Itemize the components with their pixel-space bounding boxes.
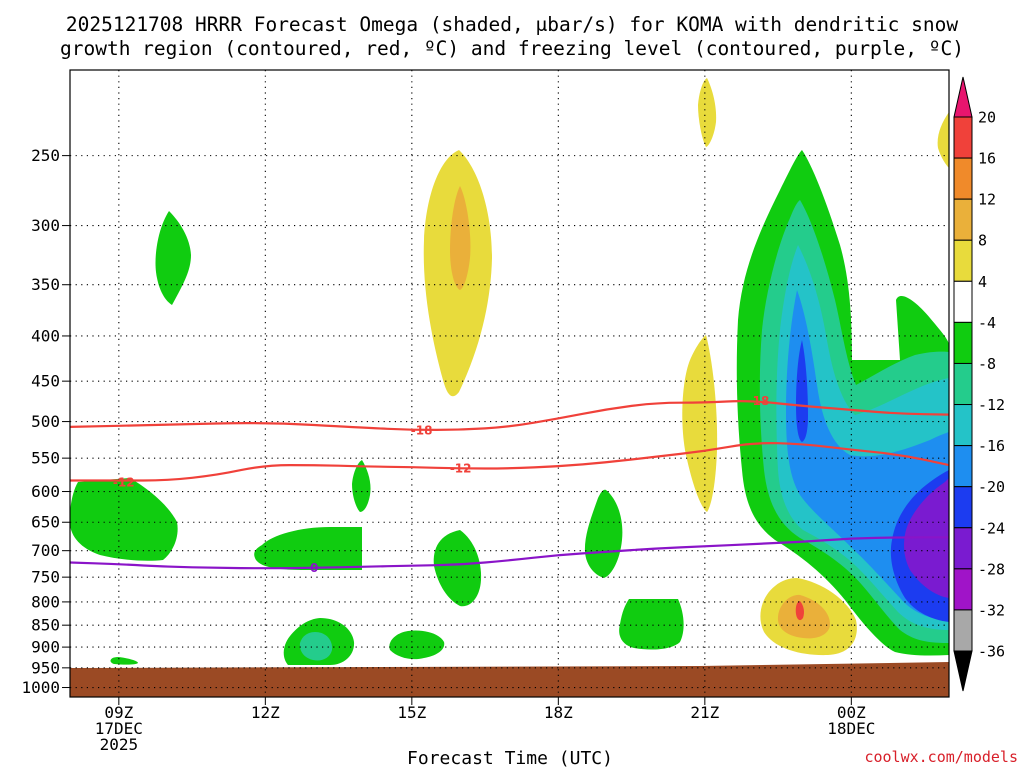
omega-area-yellow-top-21z	[698, 78, 717, 147]
omega-area-green-10z	[155, 211, 191, 305]
contour-label-dgz-minus12-0: -12	[113, 475, 135, 489]
y-axis-ticks: 250 300 350 400 450 500 550 600 650 700 750 800 850 9…	[21, 146, 70, 697]
colorbar-swatch-7	[953, 362, 973, 406]
y-tick-label-900: 900	[31, 638, 60, 657]
contour-lines: -18 -18 -12 -12 0	[70, 394, 949, 575]
colorbar-bottom-triangle	[953, 650, 973, 692]
y-tick-label-500: 500	[31, 412, 60, 431]
omega-area-green-20z	[619, 599, 684, 650]
omega-area-yellow-0130z	[937, 112, 949, 168]
colorbar-label-7: -12	[978, 396, 1005, 414]
colorbar-top-triangle	[953, 76, 973, 118]
y-tick-label-600: 600	[31, 482, 60, 501]
contour-label-dgz-minus18-0: -18	[411, 423, 433, 437]
ground-fill	[70, 662, 949, 697]
colorbar-swatch-11	[953, 527, 973, 570]
contour-dgz-minus18	[70, 400, 949, 432]
y-tick-label-800: 800	[31, 592, 60, 611]
x-tick-label-17DEC: 17DEC	[95, 719, 143, 738]
colorbar-label-10: -24	[978, 519, 1005, 537]
colorbar-swatch-9	[953, 445, 973, 488]
colorbar-swatch-6	[953, 321, 973, 364]
y-tick-label-750: 750	[31, 568, 60, 587]
ground-surface	[70, 662, 949, 697]
plot-frame	[69, 69, 950, 698]
omega-area-yellow-21z	[682, 335, 718, 512]
omega-area-blue-plume	[796, 340, 808, 442]
contour-freezing-level	[70, 536, 949, 570]
colorbar-label-9: -20	[978, 478, 1005, 496]
omega-area-green-19z	[584, 489, 623, 578]
omega-area-green-16z	[433, 530, 482, 607]
y-tick-label-550: 550	[31, 449, 60, 468]
x-tick-label-2025: 2025	[100, 735, 139, 754]
y-tick-label-850: 850	[31, 616, 60, 635]
contour-dgz-minus12	[70, 442, 949, 482]
colorbar-label-5: -4	[978, 314, 996, 332]
x-tick-label-21Z: 21Z	[690, 703, 719, 722]
omega-area-green-09z	[70, 478, 178, 561]
omega-shading	[70, 78, 949, 665]
y-tick-label-650: 650	[31, 513, 60, 532]
omega-area-teal-13z	[299, 632, 333, 661]
chart-title-line-2: growth region (contoured, red, ºC) and f…	[60, 37, 964, 60]
colorbar-label-3: 8	[978, 232, 987, 250]
colorbar-swatch-12	[953, 568, 973, 611]
colorbar: 20 16 12 8 4 -4 -8 -12 -16 -20 -24 -28 -32 -36	[953, 76, 1005, 692]
x-tick-label-18Z: 18Z	[544, 703, 573, 722]
omega-area-green-15z	[389, 630, 445, 660]
colorbar-label-4: 4	[978, 273, 987, 291]
omega-area-green-12z	[254, 527, 362, 570]
y-tick-label-250: 250	[31, 146, 60, 165]
x-tick-label-12Z: 12Z	[251, 703, 280, 722]
x-tick-label-18DEC: 18DEC	[827, 719, 875, 738]
contour-label-freezing-level-0: 0	[310, 561, 318, 575]
y-tick-label-450: 450	[31, 372, 60, 391]
x-tick-label-09Z: 09Z	[104, 703, 133, 722]
contour-label-dgz-minus18-1: -18	[748, 394, 770, 408]
colorbar-swatch-13	[953, 609, 973, 652]
grid-lines	[70, 70, 949, 697]
colorbar-swatch-4	[953, 239, 973, 282]
colorbar-label-0: 20	[978, 109, 996, 127]
contour-label-dgz-minus12-1: -12	[450, 461, 472, 475]
colorbar-swatch-10	[953, 486, 973, 529]
colorbar-label-2: 12	[978, 191, 996, 209]
colorbar-swatch-3	[953, 198, 973, 241]
colorbar-swatch-5	[953, 280, 973, 323]
credit-text: coolwx.com/models	[864, 748, 1018, 766]
colorbar-label-1: 16	[978, 150, 996, 168]
colorbar-label-8: -16	[978, 437, 1005, 455]
colorbar-swatch-8	[953, 404, 973, 447]
omega-area-orange-23z	[777, 594, 830, 639]
omega-area-orange-15z	[450, 186, 471, 290]
x-tick-label-15Z: 15Z	[397, 703, 426, 722]
y-tick-label-300: 300	[31, 216, 60, 235]
y-tick-label-950: 950	[31, 658, 60, 677]
colorbar-label-12: -32	[978, 601, 1005, 619]
omega-area-green-0830z	[110, 657, 138, 665]
y-tick-label-400: 400	[31, 326, 60, 345]
colorbar-swatch-1	[953, 116, 973, 159]
chart-title-line-1: 2025121708 HRRR Forecast Omega (shaded, …	[66, 13, 958, 36]
y-tick-label-1000: 1000	[21, 678, 60, 697]
y-tick-label-350: 350	[31, 275, 60, 294]
colorbar-label-11: -28	[978, 560, 1005, 578]
colorbar-label-6: -8	[978, 355, 996, 373]
y-tick-label-700: 700	[31, 541, 60, 560]
colorbar-label-13: -36	[978, 643, 1005, 661]
omega-area-green-13z-top	[352, 460, 371, 512]
x-axis-label: Forecast Time (UTC)	[407, 748, 613, 768]
colorbar-swatch-2	[953, 157, 973, 200]
omega-area-red-23z	[795, 601, 804, 621]
x-tick-label-00Z: 00Z	[837, 703, 866, 722]
